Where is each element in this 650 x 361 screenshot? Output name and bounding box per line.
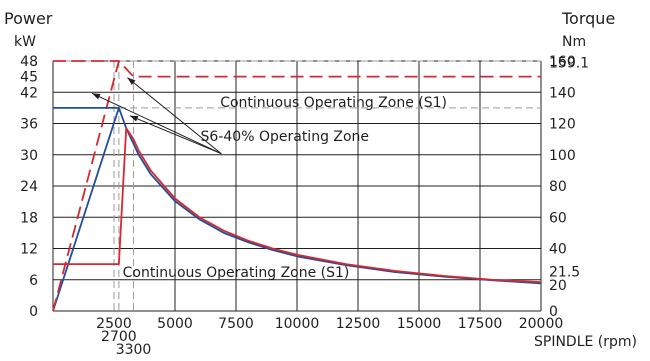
y-tick-label-left: 30 — [20, 148, 38, 164]
x-tick-label: 7500 — [218, 316, 254, 332]
x-axis-title: SPINDLE (rpm) — [534, 334, 637, 350]
y-tick-label-right: 160 — [549, 54, 576, 70]
y-tick-label-right: 140 — [549, 85, 576, 101]
y-tick-label-right: 159.1 — [549, 55, 589, 71]
y-tick-label-right: 120 — [549, 117, 576, 133]
series-line-3 — [53, 127, 542, 283]
left-axis-unit: kW — [14, 34, 36, 50]
series-line-2 — [52, 60, 541, 312]
y-tick-label-left: 36 — [20, 117, 38, 133]
annotation-arrow — [91, 92, 222, 155]
right-axis-title: Torque — [561, 9, 615, 28]
arrow-head — [127, 77, 136, 86]
y-tick-label-left: 42 — [20, 85, 38, 101]
y-tick-label-right: 0 — [549, 304, 558, 320]
annotation-arrow — [129, 115, 222, 155]
left-axis-title: Power — [4, 9, 53, 28]
reference-lines — [53, 60, 541, 311]
x-tick-label: 2700 — [101, 329, 137, 345]
x-tick-label: 10000 — [275, 316, 320, 332]
arrow-head — [129, 115, 139, 122]
annotation-label: Continuous Operating Zone (S1) — [123, 265, 350, 281]
x-tick-label: 5000 — [157, 316, 193, 332]
x-tick-label: 2500 — [96, 316, 132, 332]
y-tick-label-left: 6 — [29, 273, 38, 289]
x-tick-label: 3300 — [116, 342, 152, 358]
y-tick-label-left: 12 — [20, 242, 38, 258]
y-tick-label-right: 21.5 — [549, 264, 580, 280]
y-tick-label-left: 18 — [20, 210, 38, 226]
x-tick-label: 20000 — [519, 316, 564, 332]
x-tick-label: 15000 — [397, 316, 442, 332]
right-axis-unit: Nm — [562, 34, 586, 50]
y-tick-label-right: 100 — [549, 148, 576, 164]
annotation-layer: Continuous Operating Zone (S1) S6-40% Ope… — [123, 95, 447, 281]
y-tick-label-left: 24 — [20, 179, 38, 195]
annotation-arrows — [91, 77, 222, 155]
y-tick-label-right: 80 — [549, 179, 567, 195]
y-tick-label-left: 48 — [20, 54, 38, 70]
y-tick-label-left: 45 — [20, 70, 38, 86]
annotation-label: S6-40% Operating Zone — [201, 129, 370, 145]
annotation-arrow — [127, 77, 222, 155]
series-line-1 — [52, 106, 542, 312]
y-tick-label-right: 40 — [549, 242, 567, 258]
y-tick-label-right: 60 — [549, 210, 567, 226]
y-tick-label-left: 0 — [29, 304, 38, 320]
series-layer — [52, 60, 542, 312]
annotation-label: Continuous Operating Zone (S1) — [220, 95, 447, 111]
y-tick-label-right: 20 — [549, 278, 567, 294]
x-tick-label: 12500 — [336, 316, 381, 332]
arrow-head — [92, 93, 101, 100]
x-tick-label: 17500 — [458, 316, 503, 332]
